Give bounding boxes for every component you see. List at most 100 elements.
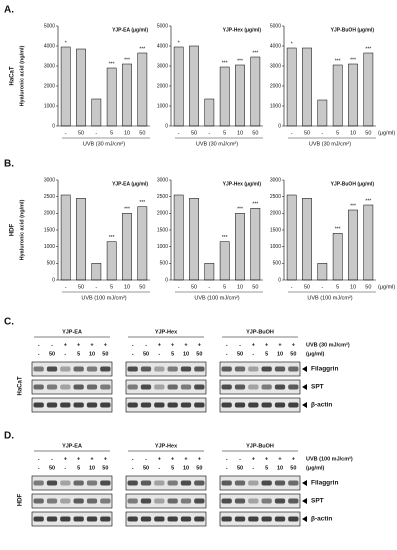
blot-band: [221, 498, 232, 504]
concentration: -: [226, 465, 228, 471]
uvb-sign: +: [171, 342, 174, 348]
chart-title: YJP-EA (μg/ml): [112, 27, 148, 33]
blot-band: [261, 402, 272, 408]
y-tick-label: 0: [278, 123, 281, 129]
blot-band: [154, 384, 165, 390]
uvb-sign: +: [104, 342, 107, 348]
concentration: -: [64, 351, 66, 357]
panel-label: D.: [4, 431, 14, 442]
concentration: 50: [143, 351, 149, 357]
bar: [219, 241, 230, 281]
x-tick-label: -: [321, 130, 323, 136]
significance: ***: [252, 50, 258, 56]
x-tick-label: 50: [252, 284, 258, 290]
blot-band: [221, 402, 232, 408]
x-tick-label: -: [291, 130, 293, 136]
concentration: 10: [277, 465, 283, 471]
blot-frame: [125, 493, 207, 509]
bar: [348, 209, 358, 281]
blot-band: [221, 516, 232, 522]
blot-band: [261, 384, 272, 390]
panel-label: A.: [4, 5, 14, 16]
blot-band: [73, 516, 84, 522]
blot-band: [274, 402, 286, 408]
uvb-label: UVB (100 mJ/cm²): [306, 455, 353, 462]
bar: [332, 64, 343, 127]
concentration: 50: [290, 465, 296, 471]
blot-band: [140, 402, 152, 408]
blot-band: [154, 366, 165, 372]
significance: ***: [365, 198, 371, 204]
blot-band: [167, 516, 178, 522]
blot-band: [261, 516, 272, 522]
blot-band: [140, 516, 152, 522]
y-tick-label: 3000: [270, 63, 281, 69]
blot-band: [288, 498, 299, 504]
uvb-sign: +: [265, 456, 268, 462]
concentration: -: [132, 351, 134, 357]
blot-frame: [125, 511, 207, 527]
x-tick-label: 50: [78, 130, 84, 136]
x-tick-label: 50: [139, 284, 145, 290]
chart-title: YJP-BuOH (μg/ml): [331, 27, 375, 33]
bar: [250, 208, 261, 281]
bar: [173, 46, 184, 127]
blot-band: [180, 516, 192, 522]
y-axis-label: Hyaluronic acid (ng/ml): [19, 199, 25, 260]
y-tick-label: 5000: [157, 23, 168, 29]
concentration: -: [252, 465, 254, 471]
blot-band: [261, 498, 272, 504]
blot-band: [46, 402, 58, 408]
blot-band: [60, 384, 71, 390]
y-tick-label: 0: [278, 277, 281, 283]
blot-band: [221, 480, 232, 486]
bar: [363, 52, 374, 127]
group-label: YJP-EA: [62, 329, 82, 335]
blot-band: [234, 498, 246, 504]
bar: [302, 198, 312, 281]
blot-band: [60, 516, 71, 522]
blot-band: [248, 366, 259, 372]
bar: [317, 263, 328, 281]
blot-band: [234, 516, 246, 522]
blot-frame: [31, 379, 113, 395]
x-tick-label: 10: [237, 130, 243, 136]
y-tick-label: 500: [160, 261, 169, 267]
chart-title: YJP-Hex (μg/ml): [223, 181, 262, 187]
blot-frame: [125, 379, 207, 395]
blot-band: [33, 498, 44, 504]
y-tick-label: 1000: [270, 103, 281, 109]
blot-frame: [219, 493, 301, 509]
blot-band: [73, 384, 84, 390]
blot-band: [33, 402, 44, 408]
x-tick-label: 50: [139, 130, 145, 136]
x-tick-label: 10: [124, 130, 130, 136]
blot-band: [86, 366, 98, 372]
uvb-sign: -: [239, 456, 241, 462]
blot-band: [167, 402, 178, 408]
band-label: β-actin: [311, 402, 332, 409]
blot-band: [194, 366, 205, 372]
y-tick-label: 1000: [157, 244, 168, 250]
band-label: β-actin: [311, 516, 332, 523]
uvb-sign: -: [226, 342, 228, 348]
y-tick-label: 3000: [44, 177, 55, 183]
x-tick-label: 50: [191, 284, 197, 290]
significance: ***: [109, 61, 115, 67]
concentration: 5: [171, 465, 174, 471]
blot-band: [60, 366, 71, 372]
significance: ***: [237, 58, 243, 64]
significance: *: [291, 41, 293, 47]
blot-frame: [31, 361, 113, 377]
concentration: 50: [143, 465, 149, 471]
blot-band: [140, 366, 152, 372]
y-tick-label: 2000: [270, 211, 281, 217]
chart-title: YJP-BuOH (μg/ml): [331, 181, 375, 187]
bar: [250, 56, 261, 127]
uvb-sign: +: [184, 456, 187, 462]
bar: [317, 99, 328, 127]
bar: [204, 98, 215, 127]
concentration: 50: [237, 465, 243, 471]
blot-band: [154, 480, 165, 486]
blot-band: [180, 480, 192, 486]
